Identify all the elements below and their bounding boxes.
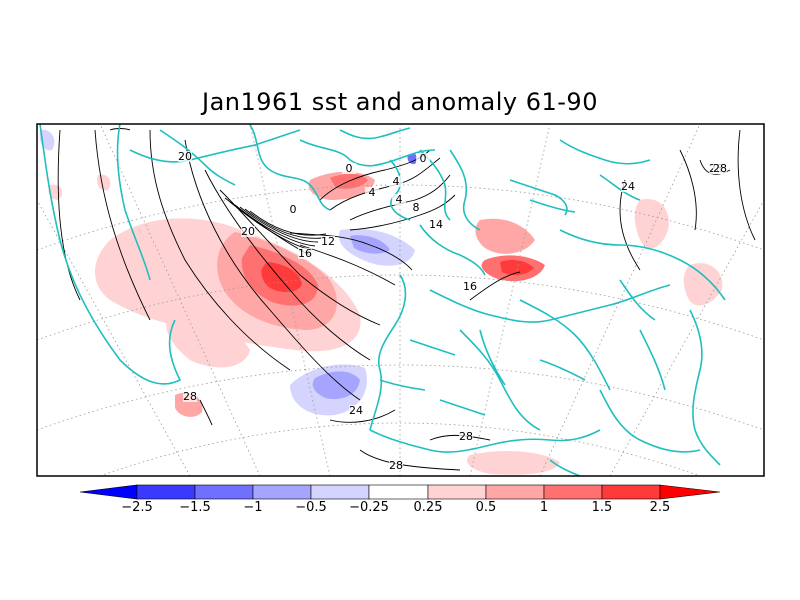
contour-label-bg xyxy=(389,176,403,187)
contour-label-bg xyxy=(409,202,423,213)
contour-label: 4 xyxy=(396,193,403,206)
contour-label-bg xyxy=(621,181,635,192)
colorbar-tick-label: 2.5 xyxy=(649,500,671,515)
contour-label-bg xyxy=(298,248,312,259)
contour-label-bg xyxy=(321,236,335,247)
contour-label: 28 xyxy=(459,430,473,443)
colorbar-tick-label: −1.5 xyxy=(179,500,211,515)
contour-label: 16 xyxy=(463,280,477,293)
contour-label: 28 xyxy=(389,459,403,472)
contour-label-bg xyxy=(416,153,430,164)
contour-label-bg xyxy=(389,460,403,471)
contour-label-bg xyxy=(349,405,363,416)
colorbar-tick-label: 0.5 xyxy=(475,500,497,515)
colorbar-segment xyxy=(368,484,429,500)
contour-label-bg xyxy=(459,431,473,442)
colorbar-segment xyxy=(79,484,138,500)
contour-label: 28 xyxy=(183,390,197,403)
colorbar-tick-label: 0.25 xyxy=(413,500,443,515)
contour-label-bg xyxy=(241,226,255,237)
colorbar-segment xyxy=(485,484,545,500)
contour-label-bg xyxy=(429,219,443,230)
colorbar xyxy=(79,484,721,500)
colorbar-tick-label: −2.5 xyxy=(121,500,153,515)
colorbar-tick-label: −0.25 xyxy=(349,500,389,515)
contour-label: 28 xyxy=(713,162,727,175)
colorbar-tick-label: 1.5 xyxy=(591,500,613,515)
colorbar-segment xyxy=(659,484,721,500)
contour-label: 20 xyxy=(178,150,192,163)
graticule xyxy=(37,124,764,476)
contour-label: 24 xyxy=(621,180,635,193)
map-area: 044480012162024282828241614202828 xyxy=(37,124,764,476)
contour-label: 0 xyxy=(290,203,297,216)
contour-label: 4 xyxy=(369,186,376,199)
contour-label: 14 xyxy=(429,218,443,231)
contour-label: 4 xyxy=(393,175,400,188)
colorbar-tick-label: −1 xyxy=(243,500,263,515)
contour-label-bg xyxy=(183,391,197,402)
contour-label: 24 xyxy=(349,404,363,417)
contour-label: 0 xyxy=(420,152,427,165)
contour-label: 8 xyxy=(413,201,420,214)
sst-contours xyxy=(57,128,756,471)
colorbar-segment xyxy=(543,484,603,500)
contour-label-bg xyxy=(463,281,477,292)
coastlines xyxy=(39,124,726,476)
contour-label: 16 xyxy=(298,247,312,260)
contour-label-bg xyxy=(713,163,727,174)
contour-label-bg xyxy=(286,204,300,215)
colorbar-segment xyxy=(427,484,487,500)
colorbar-segment xyxy=(136,484,196,500)
page-title: Jan1961 sst and anomaly 61-90 xyxy=(202,88,598,116)
contour-label: 20 xyxy=(241,225,255,238)
colorbar-segment xyxy=(252,484,312,500)
contour-label: 12 xyxy=(321,235,335,248)
contour-label-bg xyxy=(178,151,192,162)
contour-label: 0 xyxy=(346,162,353,175)
contour-label-bg xyxy=(365,187,379,198)
map-frame xyxy=(36,123,765,477)
contour-label-bg xyxy=(392,194,406,205)
contour-labels: 044480012162024282828241614202828 xyxy=(178,150,727,472)
colorbar-segment xyxy=(194,484,254,500)
contour-label-bg xyxy=(342,163,356,174)
colorbar-tick-label: 1 xyxy=(539,500,549,515)
colorbar-segment xyxy=(310,484,370,500)
colorbar-segment xyxy=(601,484,661,500)
colorbar-tick-label: −0.5 xyxy=(295,500,327,515)
